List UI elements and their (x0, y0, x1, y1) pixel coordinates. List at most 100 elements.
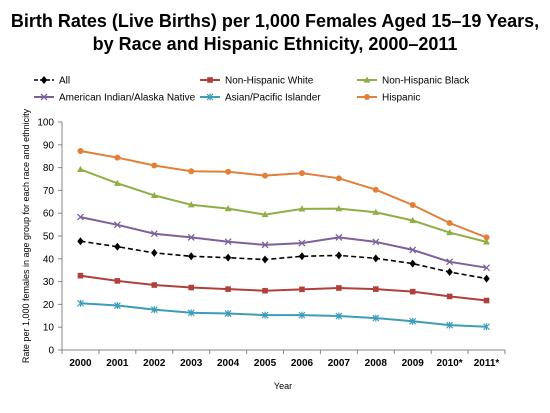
data-point (151, 282, 158, 288)
data-point (261, 210, 269, 218)
legend-label: Hispanic (382, 93, 420, 104)
data-point (77, 299, 84, 307)
data-point (409, 216, 417, 224)
data-point (261, 311, 269, 319)
data-point (225, 168, 232, 175)
x-tick-label: 2002 (143, 358, 166, 369)
data-point (372, 286, 379, 292)
data-point (483, 274, 490, 283)
data-point (372, 238, 380, 246)
data-point (409, 201, 416, 208)
data-point (446, 220, 453, 227)
data-point (151, 248, 158, 257)
data-point (77, 165, 84, 173)
data-point (114, 278, 121, 284)
data-point (298, 252, 306, 261)
legend-marker (206, 93, 214, 101)
data-point (409, 259, 416, 268)
data-point (77, 237, 84, 246)
x-tick-label: 2009 (402, 358, 425, 369)
data-point (298, 170, 305, 177)
data-point (372, 186, 379, 193)
chart-title-line-1: Birth Rates (Live Births) per 1,000 Fema… (10, 11, 540, 31)
series-line (80, 168, 487, 243)
data-point (483, 323, 490, 331)
y-tick-label: 30 (43, 277, 55, 288)
series-line (80, 240, 487, 280)
data-point (483, 234, 490, 241)
x-tick-label: 2011* (474, 358, 500, 369)
legend: All Non-Hispanic White Non-Hispanic Black A… (34, 76, 470, 104)
x-tick-label: 2006 (291, 358, 314, 369)
data-point (261, 255, 269, 264)
chart-title: Birth Rates (Live Births) per 1,000 Fema… (0, 10, 550, 56)
legend-label: Non-Hispanic Black (382, 76, 470, 87)
y-tick-label: 0 (48, 346, 54, 357)
x-tick-label: 2007 (328, 358, 351, 369)
data-point (225, 286, 231, 292)
legend-label: All (59, 76, 70, 87)
series-line (80, 216, 487, 269)
data-point (114, 242, 121, 251)
series (76, 147, 491, 331)
x-tick-label: 2005 (254, 358, 277, 369)
data-point (76, 213, 84, 221)
legend-marker (363, 76, 371, 83)
series-line (80, 302, 487, 328)
y-tick-label: 60 (43, 209, 55, 220)
y-tick-label: 70 (43, 186, 55, 197)
x-axis-title: Year (274, 381, 292, 391)
series-non-hispanic-white (77, 272, 490, 304)
y-tick-label: 20 (43, 300, 55, 311)
series-all (77, 237, 490, 283)
legend-item: All (34, 76, 70, 87)
data-point (409, 246, 417, 254)
data-point (262, 172, 269, 179)
data-point (262, 287, 268, 294)
data-point (113, 302, 121, 310)
x-tick-label: 2001 (106, 358, 129, 369)
legend-item: Non-Hispanic Black (357, 76, 470, 87)
data-point (372, 314, 380, 322)
chart-title-line-2: by Race and Hispanic Ethnicity, 2000–201… (92, 34, 458, 54)
data-point (446, 268, 453, 277)
y-tick-label: 40 (43, 254, 55, 265)
data-point (483, 238, 490, 245)
data-point (335, 175, 342, 182)
data-point (188, 284, 195, 291)
data-point (188, 252, 195, 261)
data-point (77, 147, 84, 154)
data-point (372, 254, 379, 263)
axes: Year Rate per 1,000 females in age group… (21, 108, 505, 391)
data-point (336, 285, 342, 291)
data-point (446, 258, 454, 266)
data-point (446, 321, 454, 329)
data-point (409, 317, 417, 325)
data-point (299, 286, 305, 293)
series-american-indian-alaska-native (76, 213, 491, 272)
series-line (80, 150, 487, 239)
x-tick-label: 2003 (180, 358, 203, 369)
data-point (151, 162, 158, 169)
data-point (335, 205, 343, 212)
x-tick-label: 2008 (365, 358, 388, 369)
data-point (224, 238, 232, 246)
data-point (188, 168, 195, 175)
legend-item: American Indian/Alaska Native (34, 93, 196, 104)
data-point (77, 272, 84, 279)
x-tick-label: 2010* (437, 358, 463, 369)
data-point (372, 208, 380, 215)
x-tick-label: 2000 (69, 358, 92, 369)
data-point (224, 310, 232, 318)
data-point (261, 241, 269, 249)
y-tick-label: 50 (43, 232, 55, 243)
legend-label: Asian/Pacific Islander (225, 93, 321, 104)
legend-item: Asian/Pacific Islander (200, 93, 321, 104)
data-point (335, 251, 343, 260)
legend-marker (40, 93, 48, 101)
x-tick-label: 2004 (217, 358, 240, 369)
legend-label: American Indian/Alaska Native (59, 93, 196, 104)
data-point (298, 311, 306, 319)
data-point (113, 179, 121, 186)
